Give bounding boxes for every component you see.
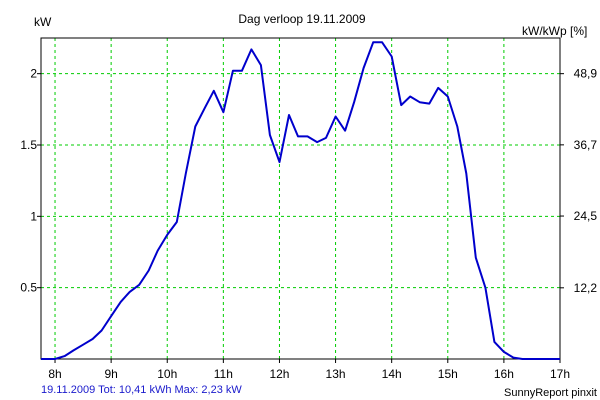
x-tick-label: 13h — [326, 367, 346, 381]
y-tick-labels-right: 12,2 24,5 36,7 48,9 — [574, 67, 598, 295]
x-tick-label: 17h — [550, 367, 570, 381]
y-axis-right-label: kW/kWp [%] — [522, 24, 587, 38]
ticks — [37, 73, 564, 363]
x-tick-label: 8h — [48, 367, 61, 381]
y-axis-left-label: kW — [34, 15, 52, 29]
y-tick-label-left: 1 — [30, 209, 37, 223]
footer-brand: SunnyReport pinxit — [504, 387, 597, 399]
plot-frame — [40, 37, 561, 360]
y-tick-label-left: 0.5 — [20, 281, 37, 295]
x-tick-label: 16h — [494, 367, 514, 381]
x-tick-label: 14h — [382, 367, 402, 381]
grid — [41, 38, 561, 359]
y-tick-label-right: 24,5 — [574, 209, 598, 223]
y-tick-labels-left: 0.5 1 1.5 2 — [20, 67, 37, 295]
x-tick-label: 11h — [214, 367, 233, 381]
y-tick-label-right: 48,9 — [574, 67, 598, 81]
y-tick-label-right: 36,7 — [574, 138, 598, 152]
x-tick-label: 10h — [157, 367, 177, 381]
chart-title: Dag verloop 19.11.2009 — [238, 12, 366, 26]
footer-summary: 19.11.2009 Tot: 10,41 kWh Max: 2,23 kW — [41, 384, 242, 396]
x-tick-labels: 8h 9h 10h 11h 12h 13h 14h 15h 16h 17h — [48, 367, 570, 381]
y-tick-label-right: 12,2 — [574, 281, 598, 295]
x-tick-label: 12h — [269, 367, 289, 381]
y-tick-label-left: 1.5 — [20, 138, 37, 152]
x-tick-label: 9h — [104, 367, 117, 381]
y-tick-label-left: 2 — [30, 67, 37, 81]
power-series-line — [41, 41, 560, 360]
x-tick-label: 15h — [438, 367, 458, 381]
